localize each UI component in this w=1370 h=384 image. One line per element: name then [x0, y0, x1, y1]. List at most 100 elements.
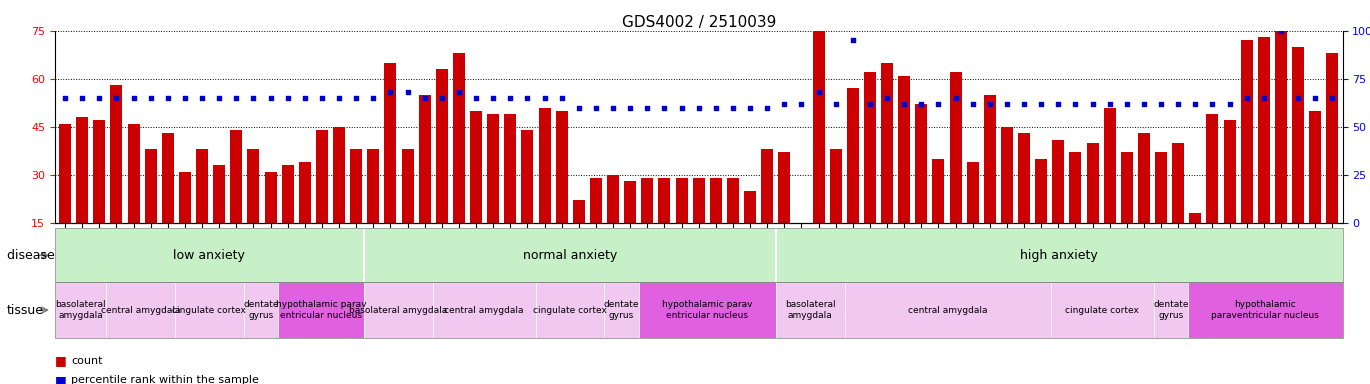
Text: disease state: disease state — [7, 249, 90, 262]
Point — [978, 101, 1000, 107]
Point — [653, 104, 675, 111]
Bar — [333, 127, 345, 271]
Bar — [573, 200, 585, 271]
Point — [345, 95, 367, 101]
Point — [1252, 95, 1274, 101]
Bar — [693, 178, 704, 271]
Point — [1082, 101, 1104, 107]
Bar — [367, 149, 379, 271]
Point — [242, 95, 264, 101]
Text: dentate
gyrus: dentate gyrus — [604, 300, 640, 320]
Text: central amygdala: central amygdala — [908, 306, 988, 314]
Text: low anxiety: low anxiety — [174, 249, 245, 262]
Point — [996, 101, 1018, 107]
Text: hypothalamic
paraventricular nucleus: hypothalamic paraventricular nucleus — [1211, 300, 1319, 320]
Point — [293, 95, 315, 101]
Point — [1047, 101, 1069, 107]
Point — [1099, 101, 1121, 107]
Bar — [453, 53, 464, 271]
Text: hypothalamic parav
entricular nucleus: hypothalamic parav entricular nucleus — [275, 300, 366, 320]
Bar — [967, 162, 978, 271]
Point — [464, 95, 488, 101]
Bar — [778, 152, 790, 271]
Bar — [641, 178, 653, 271]
Bar — [933, 159, 944, 271]
Point — [773, 101, 795, 107]
Point — [379, 89, 401, 95]
Bar — [1189, 213, 1201, 271]
Bar — [436, 69, 448, 271]
Bar — [1223, 120, 1236, 271]
Text: basolateral
amygdala: basolateral amygdala — [55, 300, 105, 320]
Bar — [419, 95, 430, 271]
Bar — [1173, 143, 1184, 271]
Bar — [659, 178, 670, 271]
Point — [414, 95, 436, 101]
Point — [1151, 101, 1173, 107]
Text: basolateral
amygdala: basolateral amygdala — [785, 300, 836, 320]
Text: dentate
gyrus: dentate gyrus — [242, 300, 278, 320]
Bar — [1292, 47, 1304, 271]
Point — [105, 95, 127, 101]
Point — [1288, 95, 1310, 101]
Point — [1030, 101, 1052, 107]
Bar — [522, 130, 533, 271]
Text: tissue: tissue — [7, 304, 44, 316]
Bar — [538, 108, 551, 271]
Bar — [607, 175, 619, 271]
Bar — [675, 178, 688, 271]
Bar — [127, 124, 140, 271]
Point — [688, 104, 710, 111]
Bar — [401, 149, 414, 271]
Text: normal anxiety: normal anxiety — [523, 249, 616, 262]
Point — [123, 95, 144, 101]
Point — [277, 95, 299, 101]
Point — [88, 95, 110, 101]
Bar — [1310, 111, 1321, 271]
Text: count: count — [71, 356, 103, 366]
Bar — [1036, 159, 1047, 271]
Title: GDS4002 / 2510039: GDS4002 / 2510039 — [622, 15, 775, 30]
Point — [259, 95, 282, 101]
Point — [704, 104, 726, 111]
Bar — [1086, 143, 1099, 271]
Point — [790, 101, 812, 107]
Bar — [299, 162, 311, 271]
Point — [174, 95, 196, 101]
Text: central amygdala: central amygdala — [101, 306, 181, 314]
Point — [756, 104, 778, 111]
Point — [362, 95, 384, 101]
Point — [1184, 101, 1206, 107]
Bar — [949, 72, 962, 271]
Point — [1321, 95, 1343, 101]
Bar — [282, 165, 293, 271]
Point — [671, 104, 692, 111]
Bar — [762, 149, 773, 271]
Point — [808, 89, 830, 95]
Text: cingulate cortex: cingulate cortex — [533, 306, 607, 314]
Point — [482, 95, 504, 101]
Point — [603, 104, 625, 111]
Point — [448, 89, 470, 95]
Point — [740, 104, 762, 111]
Point — [567, 104, 589, 111]
Bar — [1258, 37, 1270, 271]
Bar — [145, 149, 156, 271]
Bar — [625, 181, 636, 271]
Bar — [590, 178, 601, 271]
Point — [397, 89, 419, 95]
Bar — [1275, 0, 1286, 271]
Point — [859, 101, 881, 107]
Text: ■: ■ — [55, 374, 67, 384]
Bar — [710, 178, 722, 271]
Point — [962, 101, 984, 107]
Bar — [744, 191, 756, 271]
Point — [1201, 101, 1223, 107]
Point — [311, 95, 333, 101]
Text: high anxiety: high anxiety — [1021, 249, 1099, 262]
Bar — [984, 95, 996, 271]
Point — [893, 101, 915, 107]
Point — [551, 95, 573, 101]
Bar — [1138, 133, 1149, 271]
Bar — [248, 149, 259, 271]
